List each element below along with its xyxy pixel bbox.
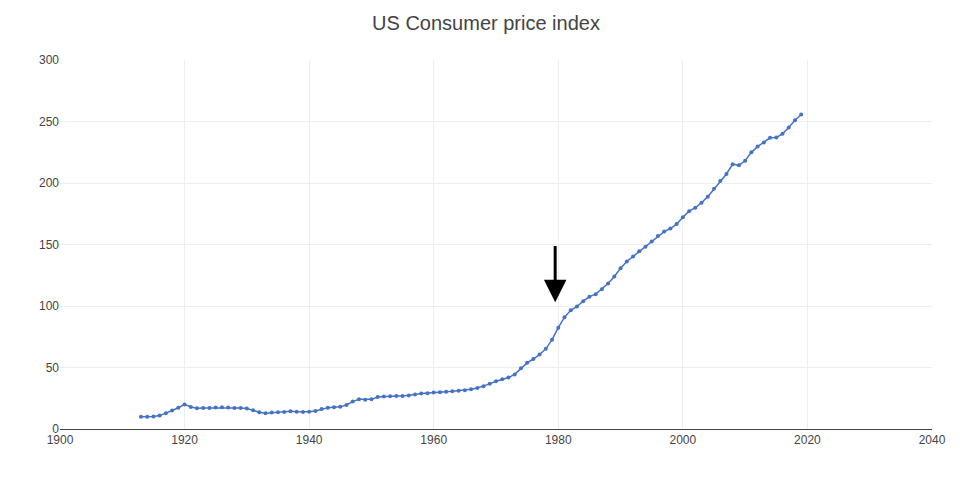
svg-text:200: 200 — [39, 176, 59, 190]
svg-text:2000: 2000 — [670, 433, 697, 447]
svg-text:1900: 1900 — [47, 433, 74, 447]
svg-text:100: 100 — [39, 299, 59, 313]
svg-text:1960: 1960 — [420, 433, 447, 447]
svg-text:150: 150 — [39, 238, 59, 252]
svg-text:0: 0 — [52, 422, 59, 436]
svg-text:300: 300 — [39, 53, 59, 67]
svg-text:2020: 2020 — [794, 433, 821, 447]
svg-text:2040: 2040 — [919, 433, 946, 447]
svg-text:1920: 1920 — [171, 433, 198, 447]
svg-text:1940: 1940 — [296, 433, 323, 447]
svg-text:50: 50 — [46, 361, 60, 375]
svg-text:US Consumer price index: US Consumer price index — [372, 12, 600, 34]
svg-text:1980: 1980 — [545, 433, 572, 447]
svg-text:250: 250 — [39, 115, 59, 129]
